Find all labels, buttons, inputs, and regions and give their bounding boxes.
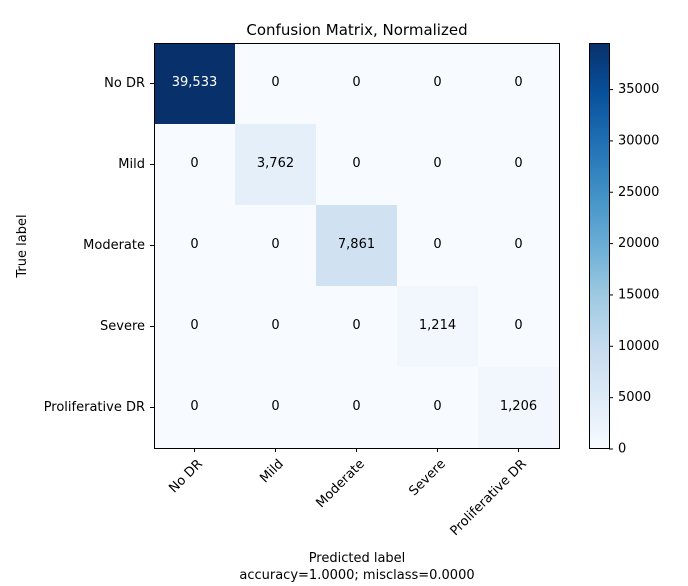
- colorbar-tick-label: 10000: [618, 339, 659, 354]
- cell-value-label: 0: [190, 156, 198, 171]
- cell-value-label: 0: [352, 399, 360, 414]
- cell-value-label: 0: [514, 237, 522, 252]
- y-axis-ticks: No DR Mild Moderate Severe Proliferative DR: [44, 76, 154, 415]
- heatmap-cell: [478, 124, 560, 206]
- cell-value-label: 0: [433, 156, 441, 171]
- cell-value-label: 39,533: [172, 75, 218, 90]
- cell-value-label: 0: [433, 75, 441, 90]
- heatmap-cell: [235, 286, 317, 368]
- cell-value-label: 0: [433, 237, 441, 252]
- heatmap-cell: [235, 124, 317, 206]
- heatmap-cell: [478, 205, 560, 287]
- cell-value-label: 0: [190, 399, 198, 414]
- cell-value-label: 0: [433, 399, 441, 414]
- colorbar-tick-label: 35000: [618, 82, 659, 97]
- colorbar-ticks: 0 5000 10000 15000 20000 25000 30000 35000: [609, 82, 659, 457]
- cell-value-label: 1,214: [419, 318, 456, 333]
- y-tick-label: Proliferative DR: [44, 400, 145, 415]
- heatmap-cell: [316, 205, 398, 287]
- cell-value-label: 0: [190, 237, 198, 252]
- x-tick-label: Moderate: [313, 457, 367, 511]
- heatmap-cell: [235, 43, 317, 125]
- cell-value-label: 0: [271, 237, 279, 252]
- x-tick-label: Mild: [257, 457, 286, 486]
- cell-value-label: 1,206: [500, 399, 537, 414]
- heatmap-cell: [397, 43, 479, 125]
- heatmap-cell: [397, 367, 479, 449]
- heatmap-cell: [478, 367, 560, 449]
- y-tick-label: No DR: [104, 76, 145, 91]
- x-tick-label: No DR: [166, 457, 205, 496]
- colorbar-tick-label: 5000: [618, 390, 651, 405]
- cell-value-label: 3,762: [257, 156, 294, 171]
- chart-title: Confusion Matrix, Normalized: [246, 21, 467, 39]
- cell-value-label: 0: [352, 156, 360, 171]
- x-axis-label: Predicted label: [309, 551, 406, 566]
- y-tick-label: Severe: [100, 319, 145, 334]
- heatmap-cell: [154, 286, 236, 368]
- heatmap-cell: [316, 367, 398, 449]
- heatmap-cell: [316, 286, 398, 368]
- cell-value-label: 0: [514, 318, 522, 333]
- cell-value-label: 0: [514, 75, 522, 90]
- cell-value-label: 0: [271, 399, 279, 414]
- heatmap-cell: [316, 43, 398, 125]
- heatmap-cell: [316, 124, 398, 206]
- heatmap-cell: [235, 205, 317, 287]
- colorbar-tick-label: 25000: [618, 185, 659, 200]
- heatmap-cell: [397, 124, 479, 206]
- x-axis-note: accuracy=1.0000; misclass=0.0000: [239, 568, 474, 583]
- heatmap-cell: [154, 367, 236, 449]
- cell-value-label: 0: [190, 318, 198, 333]
- y-tick-label: Mild: [118, 157, 145, 172]
- colorbar-tick-label: 0: [618, 442, 626, 457]
- heatmap-cells: [154, 43, 560, 449]
- heatmap-cell-labels: 39,533 0 0 0 0 0 3,762 0 0 0 0 0 7,861 0 0 0 0 0 1,214 0 0 0 0…: [172, 75, 537, 414]
- heatmap-cell: [235, 367, 317, 449]
- y-axis-label: True label: [15, 214, 30, 278]
- colorbar-frame: [589, 43, 610, 449]
- heatmap-cell: [478, 286, 560, 368]
- cell-value-label: 0: [352, 75, 360, 90]
- x-tick-label: Proliferative DR: [448, 457, 530, 539]
- cell-value-label: 0: [352, 318, 360, 333]
- colorbar-tick-label: 15000: [618, 287, 659, 302]
- colorbar-tick-label: 20000: [618, 236, 659, 251]
- heatmap-cell: [154, 43, 236, 125]
- cell-value-label: 0: [271, 318, 279, 333]
- y-tick-label: Moderate: [83, 238, 145, 253]
- x-tick-label: Severe: [406, 457, 448, 499]
- cell-value-label: 7,861: [338, 237, 375, 252]
- heatmap-cell: [397, 286, 479, 368]
- heatmap-cell: [154, 205, 236, 287]
- cell-value-label: 0: [271, 75, 279, 90]
- heatmap-cell: [154, 124, 236, 206]
- heatmap-cell: [478, 43, 560, 125]
- heatmap-cell: [397, 205, 479, 287]
- cell-value-label: 0: [514, 156, 522, 171]
- colorbar-tick-label: 30000: [618, 133, 659, 148]
- colorbar: [589, 43, 609, 449]
